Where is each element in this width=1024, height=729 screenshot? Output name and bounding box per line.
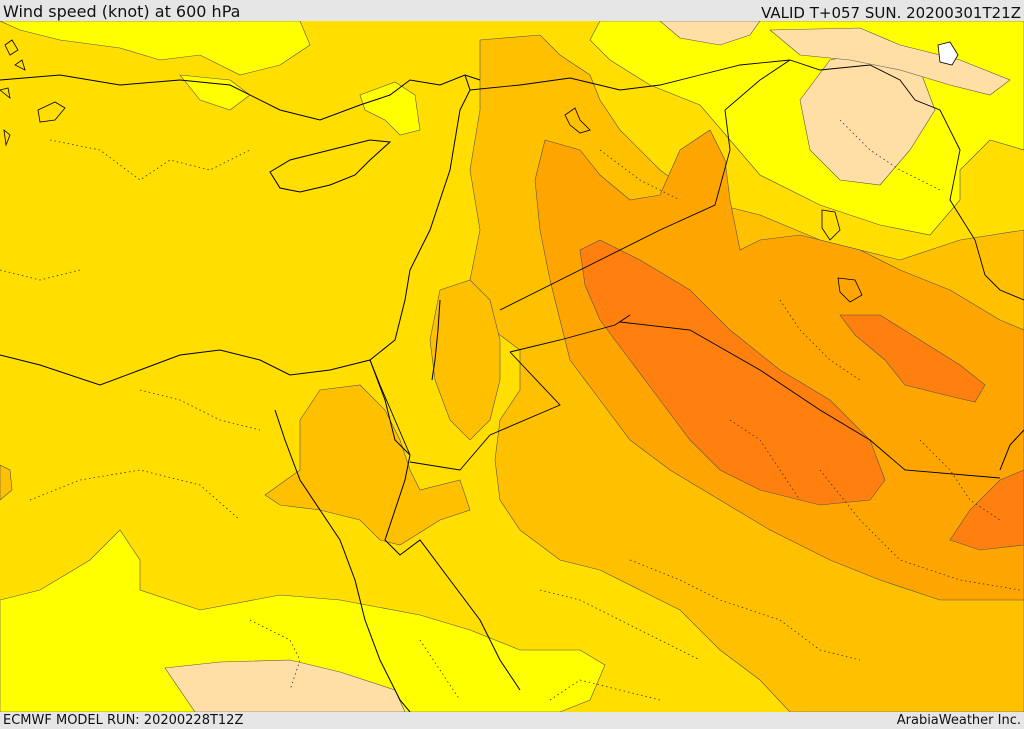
lake-assad bbox=[564, 107, 591, 134]
yellow-zone-coast bbox=[179, 74, 251, 111]
internal-boundaries bbox=[0, 119, 1021, 701]
header-bar: Wind speed (knot) at 600 hPa VALID T+057… bbox=[0, 0, 1024, 21]
dark-orange-zone-se bbox=[949, 469, 1024, 551]
amber-zone-jordan bbox=[429, 279, 501, 441]
dark-orange-zone-east bbox=[839, 314, 986, 403]
coastline-gulf-top bbox=[999, 429, 1024, 471]
island-cyprus bbox=[269, 139, 392, 193]
coastline-gulf-aqaba bbox=[384, 454, 521, 691]
orange-zone-jet bbox=[534, 129, 1024, 601]
yellow-zone-southwest bbox=[0, 529, 606, 712]
white-patch bbox=[937, 41, 959, 66]
lake-razaza bbox=[837, 277, 863, 303]
border-iraq-iran bbox=[789, 59, 1024, 301]
amber-zone-egypt bbox=[0, 464, 13, 501]
dark-orange-zone-core bbox=[579, 239, 886, 506]
light-zone-top2 bbox=[769, 27, 1011, 96]
border-jordan-iraq bbox=[509, 314, 631, 353]
border-turkey-syria bbox=[469, 59, 791, 91]
coastline-turkey bbox=[0, 74, 481, 121]
light-zone-top bbox=[659, 21, 761, 46]
island-crete-area bbox=[37, 101, 66, 123]
border-jordan-saudi bbox=[409, 351, 561, 471]
weather-map bbox=[0, 21, 1024, 712]
valid-time: VALID T+057 SUN. 20200301T21Z bbox=[761, 4, 1021, 22]
coastline-gulf-suez bbox=[274, 409, 411, 712]
lake-tharthar bbox=[821, 209, 841, 241]
coastline-mediterranean bbox=[0, 74, 471, 386]
islands-aegean bbox=[0, 39, 26, 147]
border-saudi-iraq bbox=[619, 321, 1001, 479]
border-egypt-israel bbox=[369, 359, 411, 456]
footer-bar: ECMWF MODEL RUN: 20200228T12Z ArabiaWeat… bbox=[0, 712, 1024, 729]
map-title: Wind speed (knot) at 600 hPa bbox=[3, 2, 241, 21]
credit-label: ArabiaWeather Inc. bbox=[896, 713, 1021, 728]
yellow-zone-north bbox=[0, 21, 311, 76]
coastline-west-sinai bbox=[369, 359, 411, 456]
border-syria-iraq bbox=[499, 59, 791, 311]
model-run-label: ECMWF MODEL RUN: 20200228T12Z bbox=[3, 713, 244, 728]
jordan-river bbox=[431, 299, 441, 381]
light-zone-south bbox=[164, 659, 406, 712]
yellow-zone-syria bbox=[359, 81, 421, 136]
